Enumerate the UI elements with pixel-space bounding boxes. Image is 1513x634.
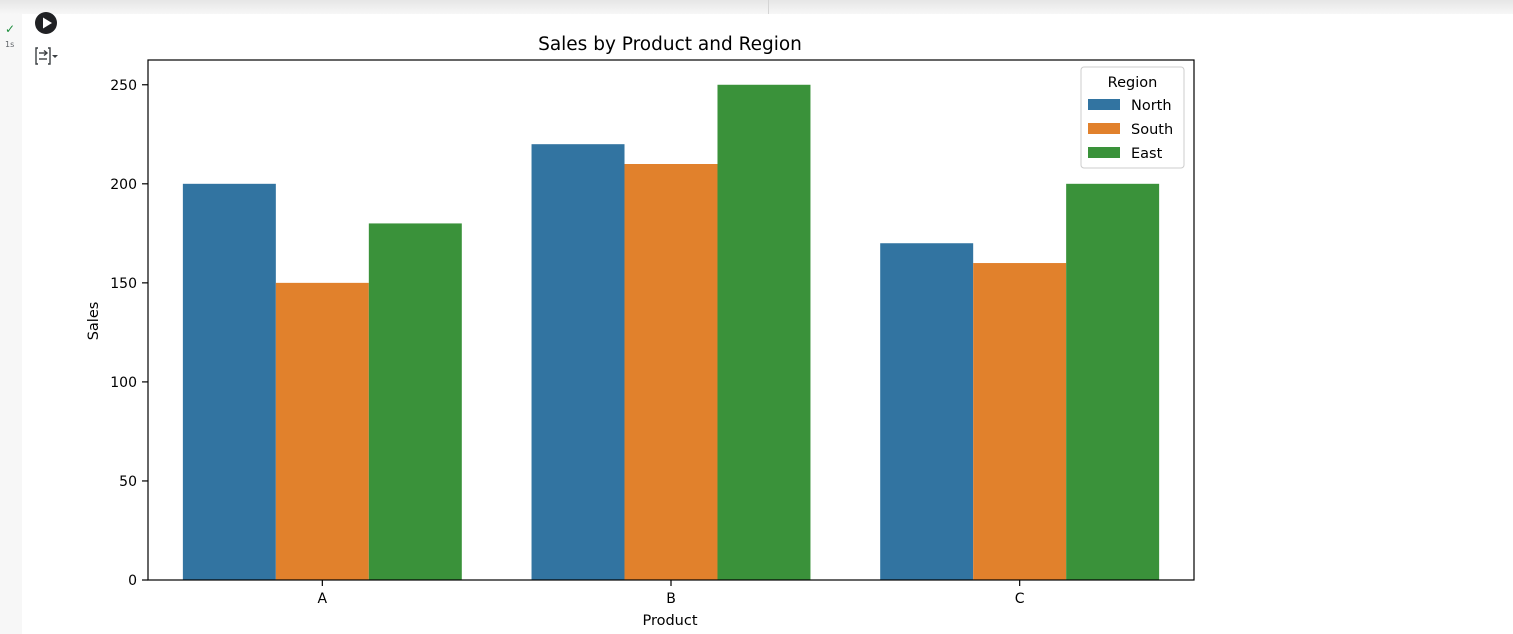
run-cell-button[interactable] xyxy=(35,12,57,34)
y-tick-label: 100 xyxy=(110,375,137,391)
top-bar xyxy=(0,0,1513,14)
bar-south-c xyxy=(973,263,1067,580)
y-tick-label: 0 xyxy=(128,573,137,589)
x-tick-label: B xyxy=(666,591,676,607)
execution-time: 1s xyxy=(5,40,15,49)
bar-south-a xyxy=(275,282,369,580)
x-tick-label: A xyxy=(318,591,328,607)
bar-east-b xyxy=(717,84,811,580)
output-toggle-icon xyxy=(35,47,58,65)
y-tick-label: 50 xyxy=(119,474,137,490)
cell-gutter: ✓ 1s xyxy=(0,14,22,634)
y-tick-label: 250 xyxy=(110,78,137,94)
x-tick-label: C xyxy=(1015,591,1025,607)
legend-label-south: South xyxy=(1131,122,1173,138)
play-icon xyxy=(43,17,52,29)
y-axis-label: Sales xyxy=(86,302,102,341)
legend-frame xyxy=(1080,66,1185,169)
bars-group xyxy=(182,84,1160,581)
top-bar-divider xyxy=(768,0,769,14)
legend-swatch-east xyxy=(1088,147,1120,158)
legend-title: Region xyxy=(1108,75,1158,91)
output-toggle-button[interactable] xyxy=(33,45,59,67)
legend: Region North South East xyxy=(1080,66,1185,169)
check-icon: ✓ xyxy=(5,22,16,36)
bar-north-a xyxy=(182,183,276,581)
bar-north-c xyxy=(880,243,974,580)
bar-east-a xyxy=(368,223,462,580)
y-tick-label: 150 xyxy=(110,276,137,292)
legend-swatch-north xyxy=(1088,99,1120,110)
bar-east-c xyxy=(1066,183,1160,581)
bar-south-b xyxy=(624,164,718,580)
y-tick-label: 200 xyxy=(110,177,137,193)
legend-swatch-south xyxy=(1088,123,1120,134)
chart-title: Sales by Product and Region xyxy=(538,34,802,55)
bar-north-b xyxy=(531,144,625,580)
axes-group: 0 50 100 150 200 250 A B C xyxy=(110,59,1195,607)
legend-label-north: North xyxy=(1131,98,1172,114)
legend-label-east: East xyxy=(1131,146,1163,162)
x-axis-label: Product xyxy=(642,613,697,629)
